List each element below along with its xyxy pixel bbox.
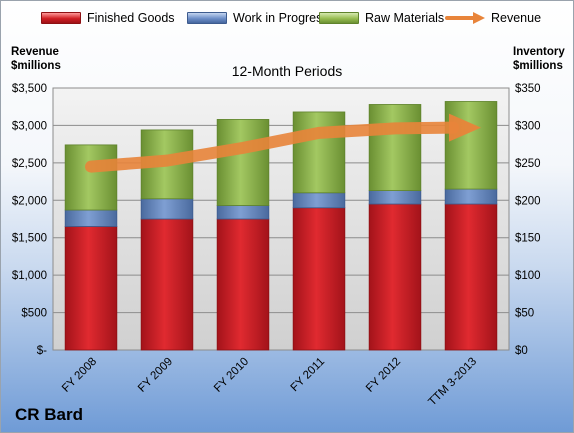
legend-swatch-raw-materials: [319, 12, 359, 24]
x-axis-tick-label: FY 2012: [364, 356, 403, 395]
x-axis-tick-label: FY 2010: [212, 356, 251, 395]
bar-finished-goods: [64, 226, 118, 351]
legend-label-revenue: Revenue: [491, 11, 542, 25]
bar-raw-materials: [368, 104, 422, 191]
right-axis-tick-label: $100: [515, 270, 541, 282]
bar-work-in-progress: [140, 198, 194, 220]
right-axis-tick-label: $350: [515, 83, 541, 95]
company-name: CR Bard: [15, 405, 84, 424]
period-label: 12-Month Periods: [231, 63, 343, 79]
legend-item-revenue: Revenue: [445, 11, 541, 25]
left-axis-tick-label: $1,000: [12, 270, 47, 282]
left-axis-tick-label: $-: [37, 345, 47, 357]
bar-finished-goods: [216, 218, 270, 351]
bar-work-in-progress: [292, 192, 346, 209]
revenue-arrowhead: [449, 113, 481, 142]
right-axis-tick-label: $300: [515, 120, 541, 132]
x-axis-tick-label: FY 2008: [60, 356, 99, 395]
bar-raw-materials: [216, 119, 270, 206]
right-axis-tick-label: $250: [515, 158, 541, 170]
x-axis-tick-label: TTM 3-2013: [426, 356, 479, 409]
bar-finished-goods: [140, 218, 194, 351]
left-axis-tick-label: $2,500: [12, 158, 47, 170]
legend-label-raw-materials: Raw Materials: [365, 11, 445, 25]
left-axis-title: Revenue $millions: [11, 46, 61, 72]
bar-work-in-progress: [444, 188, 498, 205]
legend-item-finished-goods: Finished Goods: [41, 11, 175, 25]
bar-work-in-progress: [368, 190, 422, 205]
bar-work-in-progress: [216, 205, 270, 220]
legend: Finished Goods Work in Progress Raw Mate…: [1, 11, 573, 35]
right-axis-title: Inventory $millions: [513, 46, 565, 72]
right-axis-tick-label: $200: [515, 195, 541, 207]
left-axis-tick-label: $3,500: [12, 83, 47, 95]
legend-swatch-finished-goods: [41, 12, 81, 24]
bar-finished-goods: [368, 203, 422, 351]
bar-raw-materials: [64, 144, 118, 211]
right-axis-tick-label: $0: [515, 345, 528, 357]
legend-label-finished-goods: Finished Goods: [87, 11, 175, 25]
bar-finished-goods: [292, 207, 346, 351]
legend-item-work-in-progress: Work in Progress: [187, 11, 329, 25]
bar-raw-materials: [444, 101, 498, 190]
bar-finished-goods: [444, 203, 498, 351]
bar-work-in-progress: [64, 209, 118, 227]
x-axis-tick-label: FY 2011: [289, 356, 327, 394]
left-axis-tick-label: $500: [21, 308, 47, 320]
right-axis-tick-label: $150: [515, 233, 541, 245]
right-axis-tick-label: $50: [515, 308, 534, 320]
legend-swatch-revenue: [445, 12, 485, 24]
left-axis-tick-label: $1,500: [12, 233, 47, 245]
x-axis-tick-label: FY 2009: [136, 356, 175, 395]
legend-swatch-work-in-progress: [187, 12, 227, 24]
revenue-line: [85, 121, 459, 173]
bar-raw-materials: [292, 111, 346, 194]
legend-item-raw-materials: Raw Materials: [319, 11, 444, 25]
legend-label-work-in-progress: Work in Progress: [233, 11, 329, 25]
left-axis-tick-label: $3,000: [12, 120, 47, 132]
left-axis-tick-label: $2,000: [12, 195, 47, 207]
